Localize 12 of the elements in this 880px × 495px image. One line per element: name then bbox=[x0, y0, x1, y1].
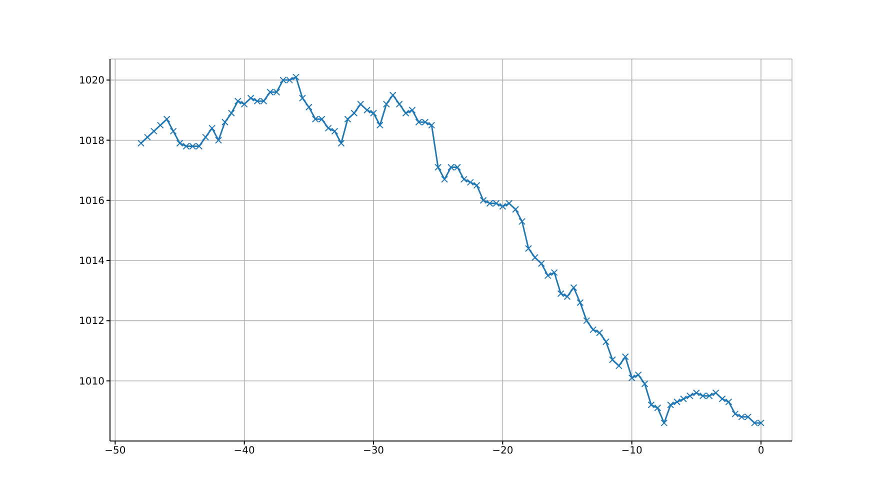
y-tick-label: 1014 bbox=[79, 256, 104, 268]
y-tick-label: 1020 bbox=[79, 76, 104, 87]
x-tick-label: −30 bbox=[362, 446, 384, 457]
y-tick-label: 1010 bbox=[79, 376, 104, 388]
x-tick-label: −10 bbox=[621, 446, 642, 457]
x-tick-label: −20 bbox=[492, 446, 514, 457]
y-tick-label: 1016 bbox=[79, 196, 104, 207]
y-tick-label: 1018 bbox=[79, 136, 104, 147]
x-tick-label: −50 bbox=[104, 446, 126, 457]
x-tick-label: −40 bbox=[234, 446, 255, 457]
x-tick-label: 0 bbox=[758, 446, 764, 457]
y-tick-label: 1012 bbox=[79, 316, 104, 328]
